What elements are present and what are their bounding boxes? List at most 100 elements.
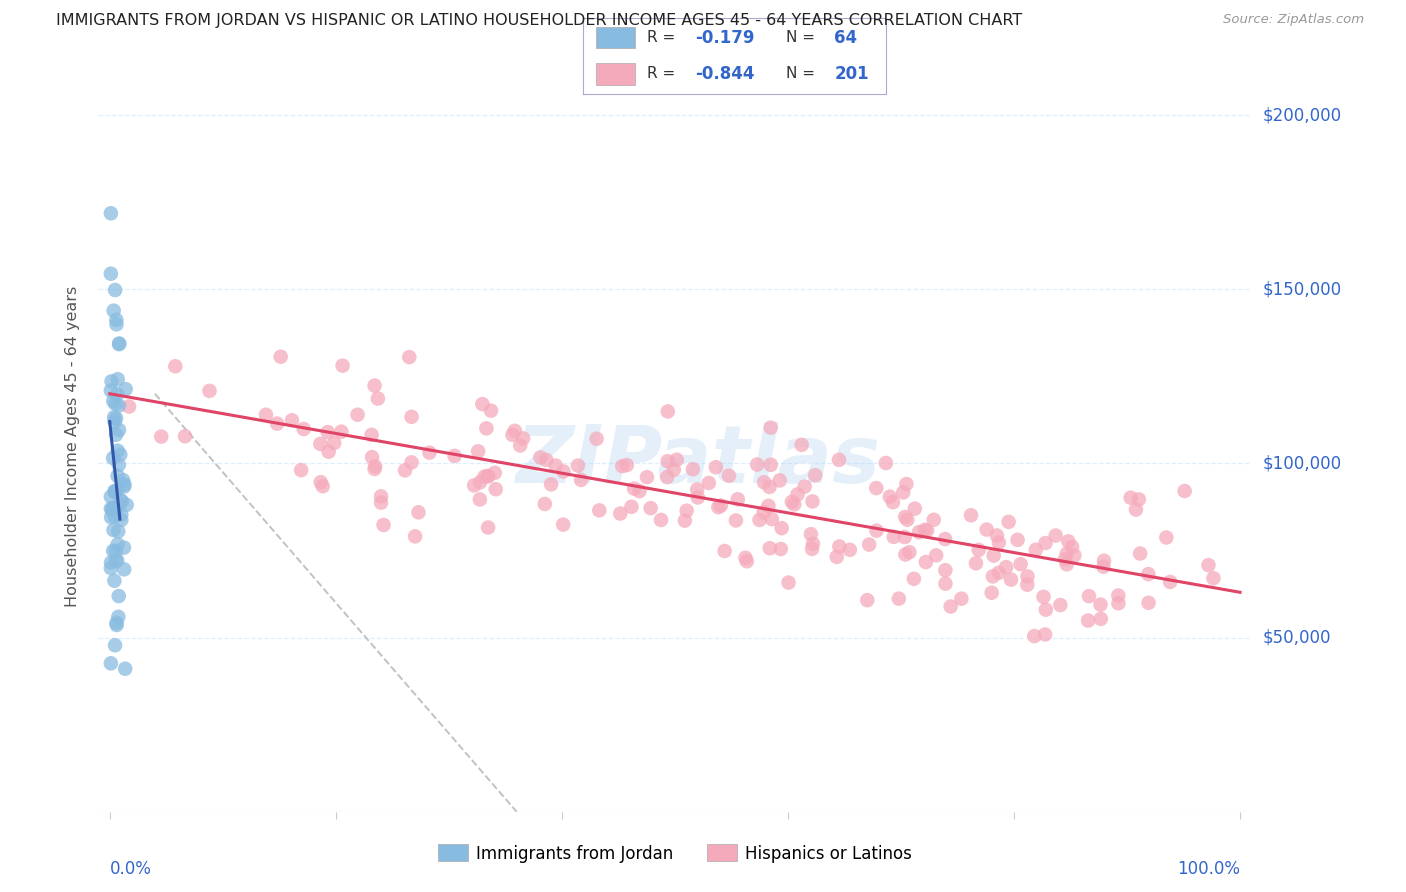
Point [865, 481, 887, 495]
Point [309, 475, 332, 490]
Point [107, 610, 129, 624]
Point [865, 524, 887, 538]
Point [318, 444, 340, 458]
Point [934, 532, 956, 546]
Point [657, 454, 679, 468]
Point [856, 593, 879, 607]
Point [373, 518, 395, 533]
Point [616, 458, 638, 472]
Point [512, 431, 534, 445]
Point [544, 458, 567, 473]
Point [1010, 558, 1032, 572]
Point [101, 501, 124, 516]
Point [477, 520, 499, 534]
Point [922, 513, 945, 527]
Point [981, 569, 1004, 583]
Point [1032, 590, 1054, 604]
Point [567, 458, 589, 473]
Point [281, 413, 304, 427]
Point [346, 408, 368, 422]
Point [793, 480, 815, 494]
Text: $150,000: $150,000 [1263, 280, 1341, 298]
Point [707, 500, 730, 515]
Point [1056, 547, 1078, 561]
Text: -0.179: -0.179 [696, 29, 755, 46]
Point [1017, 578, 1039, 592]
Point [553, 517, 575, 532]
Point [657, 404, 679, 418]
Point [394, 463, 416, 477]
Point [370, 496, 392, 510]
Point [536, 453, 558, 467]
Point [987, 566, 1010, 580]
Point [479, 403, 502, 417]
Point [1128, 492, 1150, 507]
Point [713, 544, 735, 558]
Point [790, 438, 813, 452]
Point [769, 541, 792, 556]
Point [1174, 483, 1197, 498]
Point [101, 503, 124, 517]
Point [1092, 554, 1115, 568]
Point [150, 429, 173, 443]
Point [697, 475, 720, 490]
Point [111, 494, 134, 508]
Y-axis label: Householder Income Ages 45 - 64 years: Householder Income Ages 45 - 64 years [65, 285, 80, 607]
Point [100, 657, 122, 671]
Point [752, 505, 775, 519]
Point [904, 501, 927, 516]
Point [997, 515, 1019, 529]
Point [569, 473, 592, 487]
Point [761, 512, 783, 526]
Point [1107, 589, 1129, 603]
Point [960, 508, 983, 523]
Point [360, 428, 382, 442]
Point [108, 423, 131, 437]
Point [330, 425, 353, 439]
Text: $200,000: $200,000 [1263, 106, 1341, 124]
Point [104, 509, 127, 524]
Point [463, 478, 485, 492]
Point [1017, 569, 1039, 583]
Point [778, 575, 800, 590]
Point [950, 591, 973, 606]
Point [800, 527, 823, 541]
Point [468, 475, 491, 490]
Point [620, 500, 643, 514]
Point [903, 572, 925, 586]
Point [915, 555, 938, 569]
Point [316, 425, 339, 439]
Point [894, 510, 917, 524]
Text: ZIPatlas: ZIPatlas [516, 422, 880, 500]
Point [915, 524, 938, 538]
Point [585, 432, 607, 446]
Point [1077, 614, 1099, 628]
Point [108, 399, 131, 413]
Point [828, 453, 851, 467]
Text: 64: 64 [834, 29, 858, 46]
Point [103, 410, 125, 425]
Point [650, 513, 672, 527]
Point [1137, 596, 1160, 610]
Point [858, 538, 880, 552]
Point [883, 530, 905, 544]
Point [471, 397, 494, 411]
Point [418, 445, 440, 459]
Text: 100.0%: 100.0% [1177, 861, 1240, 879]
Point [474, 469, 496, 483]
Point [1049, 598, 1071, 612]
Point [100, 206, 122, 220]
Point [110, 493, 132, 508]
Point [112, 473, 135, 487]
Point [103, 523, 125, 537]
Point [484, 466, 506, 480]
Point [710, 499, 733, 513]
Point [896, 513, 918, 527]
Point [1090, 598, 1112, 612]
Point [363, 378, 385, 392]
Point [609, 507, 631, 521]
Point [1202, 571, 1225, 585]
Point [107, 372, 129, 386]
Point [838, 542, 860, 557]
Point [786, 487, 808, 501]
